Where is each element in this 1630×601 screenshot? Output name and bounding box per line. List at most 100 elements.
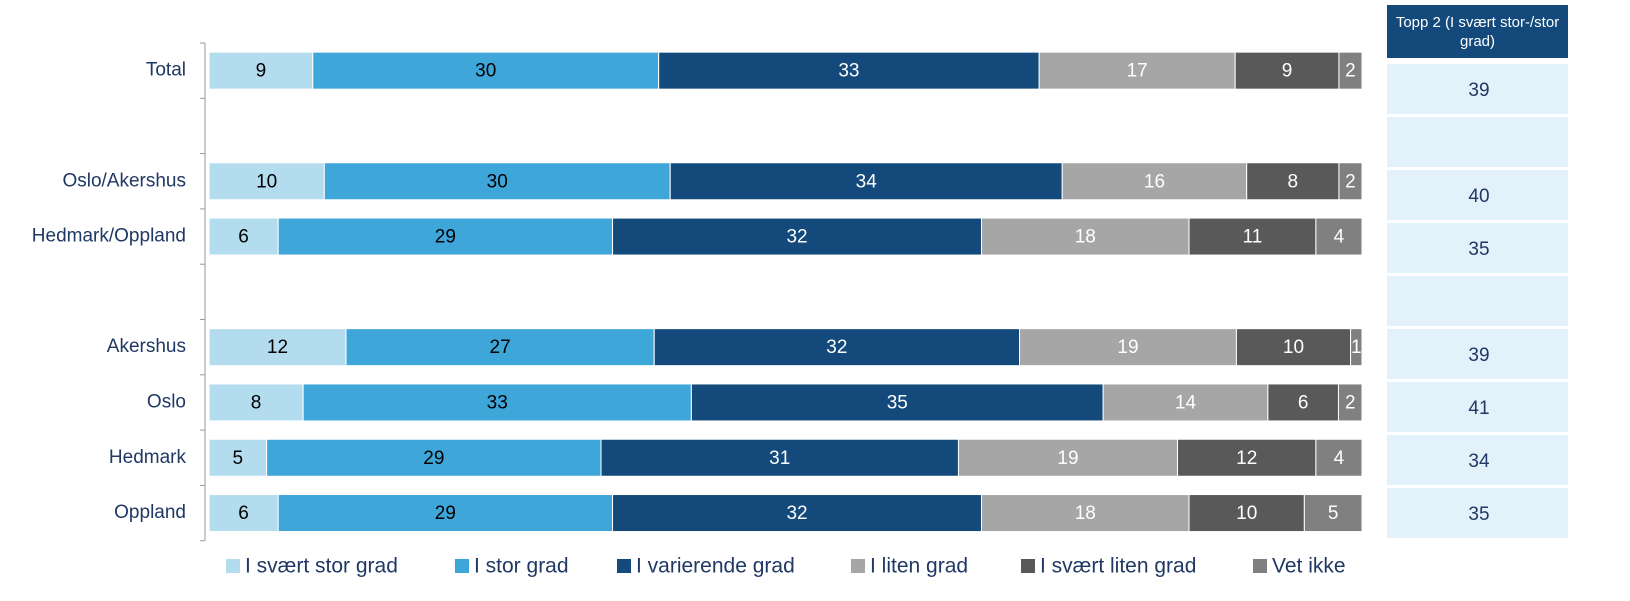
legend-label: I svært stor grad <box>245 555 398 578</box>
bar-segment <box>612 494 983 533</box>
value-label: 18 <box>1075 227 1096 248</box>
bar-segment <box>1188 494 1305 533</box>
category-label: Akershus <box>107 336 186 357</box>
legend-label: I liten grad <box>870 555 968 578</box>
value-label: 10 <box>1236 503 1257 524</box>
value-label: 6 <box>1298 392 1309 413</box>
legend-swatch <box>226 559 240 573</box>
bar-segment <box>312 51 660 90</box>
bar-segment <box>653 328 1021 367</box>
value-label: 32 <box>826 337 847 358</box>
bar-segment <box>208 162 325 201</box>
table-cell <box>1387 64 1568 114</box>
value-label: 9 <box>256 61 267 82</box>
legend-swatch <box>1253 559 1267 573</box>
table-value: 35 <box>1468 239 1489 260</box>
value-label: 19 <box>1057 448 1078 469</box>
value-label: 33 <box>838 61 859 82</box>
value-label: 30 <box>487 171 508 192</box>
bar-segment <box>1267 383 1339 422</box>
table-header: Topp 2 (I svært stor-/stor grad) <box>1387 5 1568 58</box>
table-cell <box>1387 117 1568 167</box>
legend-label: I svært liten grad <box>1040 555 1196 578</box>
value-label: 32 <box>786 503 807 524</box>
bar-segment <box>1337 383 1363 422</box>
value-label: 32 <box>786 227 807 248</box>
value-label: 27 <box>490 337 511 358</box>
value-label: 29 <box>435 503 456 524</box>
value-label: 34 <box>856 171 878 192</box>
value-label: 17 <box>1127 61 1148 82</box>
bar-segment <box>600 438 959 477</box>
bar-segment <box>1338 162 1363 201</box>
category-label: Hedmark <box>109 447 187 468</box>
table-value: 39 <box>1468 80 1489 101</box>
value-label: 30 <box>475 61 496 82</box>
value-label: 31 <box>769 448 790 469</box>
value-label: 1 <box>1351 337 1362 358</box>
bar-segment <box>1234 51 1340 90</box>
value-label: 19 <box>1117 337 1138 358</box>
legend-swatch <box>1021 559 1035 573</box>
value-label: 18 <box>1075 503 1096 524</box>
bar-segment <box>208 51 314 90</box>
category-label: Oppland <box>114 502 186 523</box>
table-cell <box>1387 223 1568 273</box>
legend-swatch <box>455 559 469 573</box>
bar-segment <box>208 217 279 256</box>
bar-segment <box>277 494 614 533</box>
value-label: 8 <box>251 392 262 413</box>
value-label: 33 <box>487 392 508 413</box>
legend-swatch <box>851 559 865 573</box>
value-label: 12 <box>1236 448 1257 469</box>
table-value: 41 <box>1468 398 1489 419</box>
table-cell <box>1387 435 1568 485</box>
legend-label: Vet ikke <box>1272 555 1346 578</box>
bar-segment <box>1188 217 1317 256</box>
value-label: 12 <box>267 337 288 358</box>
value-label: 9 <box>1282 61 1293 82</box>
bar-segment <box>1038 51 1236 90</box>
bar-segment <box>1303 494 1363 533</box>
value-label: 16 <box>1144 171 1165 192</box>
bar-segment <box>208 494 279 533</box>
category-label: Hedmark/Oppland <box>32 226 186 247</box>
bar-segment <box>208 328 347 367</box>
category-label: Oslo <box>147 391 186 412</box>
bar-segment <box>1315 438 1363 477</box>
table-cell <box>1387 488 1568 538</box>
value-label: 29 <box>423 448 444 469</box>
value-label: 14 <box>1175 392 1197 413</box>
value-label: 2 <box>1345 392 1356 413</box>
bar-segment <box>1246 162 1340 201</box>
value-label: 11 <box>1243 227 1263 248</box>
value-label: 8 <box>1288 171 1299 192</box>
bar-segment <box>981 494 1190 533</box>
legend-label: I stor grad <box>474 555 569 578</box>
table-cell <box>1387 170 1568 220</box>
value-label: 35 <box>887 392 908 413</box>
value-label: 10 <box>256 171 277 192</box>
value-label: 4 <box>1334 227 1345 248</box>
category-label: Total <box>146 60 186 81</box>
table-value: 34 <box>1468 451 1490 472</box>
bar-segment <box>1315 217 1363 256</box>
bar-segment <box>957 438 1179 477</box>
bar-segment <box>1235 328 1352 367</box>
bar-segment <box>1177 438 1317 477</box>
bar-segment <box>1061 162 1248 201</box>
legend-label: I varierende grad <box>636 555 795 578</box>
bar-segment <box>345 328 655 367</box>
table-cell <box>1387 329 1568 379</box>
value-label: 6 <box>238 227 249 248</box>
bar-segment <box>302 383 692 422</box>
value-label: 5 <box>233 448 244 469</box>
table-cell <box>1387 276 1568 326</box>
bar-segment <box>1338 51 1363 90</box>
bar-segment <box>1350 328 1363 367</box>
bar-segment <box>1102 383 1269 422</box>
legend-swatch <box>617 559 631 573</box>
table-value: 40 <box>1468 186 1489 207</box>
table-cell <box>1387 382 1568 432</box>
